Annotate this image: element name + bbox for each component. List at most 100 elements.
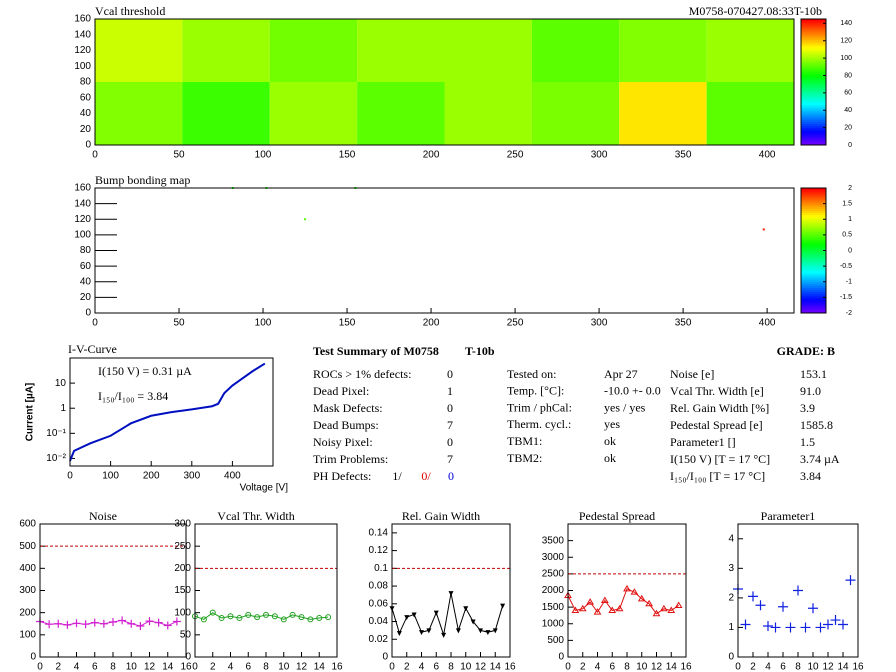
plot-frame	[39, 523, 187, 658]
y-tick-label: 140	[74, 198, 91, 209]
x-tick-label: 4	[419, 662, 425, 672]
summary-value: 3.84	[800, 469, 821, 483]
colorbar-step	[801, 23, 826, 26]
point	[478, 628, 483, 634]
y-tick-label: 400	[19, 563, 36, 574]
x-tick-label: 8	[795, 662, 801, 672]
point	[763, 620, 773, 631]
summary-value: 7	[447, 418, 453, 432]
heat-cell	[357, 82, 445, 145]
summary-label: Trim Problems:	[313, 452, 388, 466]
colorbar-step	[801, 40, 826, 43]
y-tick-label: 50	[180, 629, 192, 640]
annotation: I(150 V) = 0.31 µA	[98, 364, 192, 378]
point	[325, 614, 332, 621]
colorbar-step	[801, 242, 826, 245]
iv-curve	[69, 362, 266, 462]
colorbar-step	[801, 192, 826, 195]
summary-label: Dead Pixel:	[313, 384, 369, 398]
x-tick-label: 200	[423, 150, 440, 161]
colorbar-step	[801, 240, 826, 243]
colorbar-step	[801, 25, 826, 28]
colorbar-step	[801, 103, 826, 106]
point	[500, 603, 506, 609]
x-tick-label: 50	[173, 150, 185, 161]
chart-title: I-V-Curve	[68, 342, 117, 356]
point	[815, 622, 826, 633]
colorbar-step	[801, 48, 826, 51]
summary-value: ok	[604, 451, 616, 465]
x-tick-label: 350	[675, 150, 692, 161]
colorbar-step	[801, 54, 826, 58]
point	[793, 585, 803, 596]
plot-frame	[737, 523, 859, 658]
point	[136, 621, 145, 630]
point	[54, 619, 63, 628]
heat-cell	[95, 19, 183, 82]
plot-frame	[194, 523, 338, 658]
x-tick-label: 16	[852, 662, 864, 672]
x-tick-label: 300	[591, 150, 608, 161]
y-tick-label: 100	[74, 61, 91, 72]
x-tick-label: 0	[565, 662, 571, 672]
colorbar-step	[801, 126, 826, 129]
x-tick-label: 0	[92, 318, 98, 329]
colorbar-step	[801, 82, 826, 85]
point	[448, 591, 454, 597]
x-tick-label: 16	[180, 662, 192, 672]
colorbar-step	[801, 302, 826, 306]
colorbar-step	[801, 281, 826, 285]
colorbar-step	[801, 231, 826, 235]
colorbar-step	[801, 73, 826, 77]
point	[271, 613, 278, 620]
ph-defect-value: 0	[448, 469, 454, 483]
x-tick-label: 4	[765, 662, 771, 672]
colorbar-step	[801, 252, 826, 256]
x-tick-label: 14	[314, 662, 326, 672]
summary-value: yes / yes	[604, 400, 646, 414]
point	[307, 616, 314, 623]
colorbar-step	[801, 225, 826, 229]
point	[109, 617, 117, 626]
colorbar-step	[801, 128, 826, 131]
colorbar-step	[801, 19, 826, 22]
x-tick-label: 2	[55, 662, 61, 672]
chart-title: Vcal threshold	[95, 4, 165, 18]
colorbar-step	[801, 233, 826, 237]
z-tick-label: 0.5	[842, 232, 852, 239]
colorbar-step	[801, 194, 826, 197]
x-tick-label: 10	[460, 662, 472, 672]
colorbar-step	[801, 306, 826, 310]
y-tick-label: 0	[558, 652, 564, 663]
ph-defect-value: 0/	[421, 469, 431, 483]
summary-label: TBM1:	[507, 434, 542, 448]
colorbar-step	[801, 229, 826, 233]
colorbar-step	[801, 100, 826, 104]
y-tick-label: 0	[85, 140, 91, 151]
colorbar-step	[801, 269, 826, 272]
point	[586, 598, 595, 605]
x-tick-label: 100	[102, 471, 119, 482]
colorbar-step	[801, 290, 826, 293]
point	[280, 616, 287, 623]
colorbar-step	[801, 142, 826, 146]
plot-frame	[69, 357, 274, 467]
z-tick-label: 2	[848, 185, 852, 192]
colorbar-step	[801, 292, 826, 295]
colorbar-step	[801, 69, 826, 72]
x-tick-label: 0	[192, 662, 198, 672]
colorbar-step	[801, 111, 826, 114]
y-tick-label: 0.12	[369, 545, 389, 556]
summary-label: Trim / phCal:	[507, 400, 572, 414]
colorbar-step	[801, 113, 826, 117]
colorbar-step	[801, 44, 826, 47]
summary-label: Noisy Pixel:	[313, 435, 373, 449]
colorbar-frame	[800, 18, 827, 146]
colorbar-step	[801, 188, 826, 191]
colorbar-step	[801, 263, 826, 266]
y-tick-label: 20	[80, 124, 92, 135]
colorbar-step	[801, 115, 826, 119]
point	[578, 604, 587, 612]
x-tick-label: 350	[675, 318, 692, 329]
